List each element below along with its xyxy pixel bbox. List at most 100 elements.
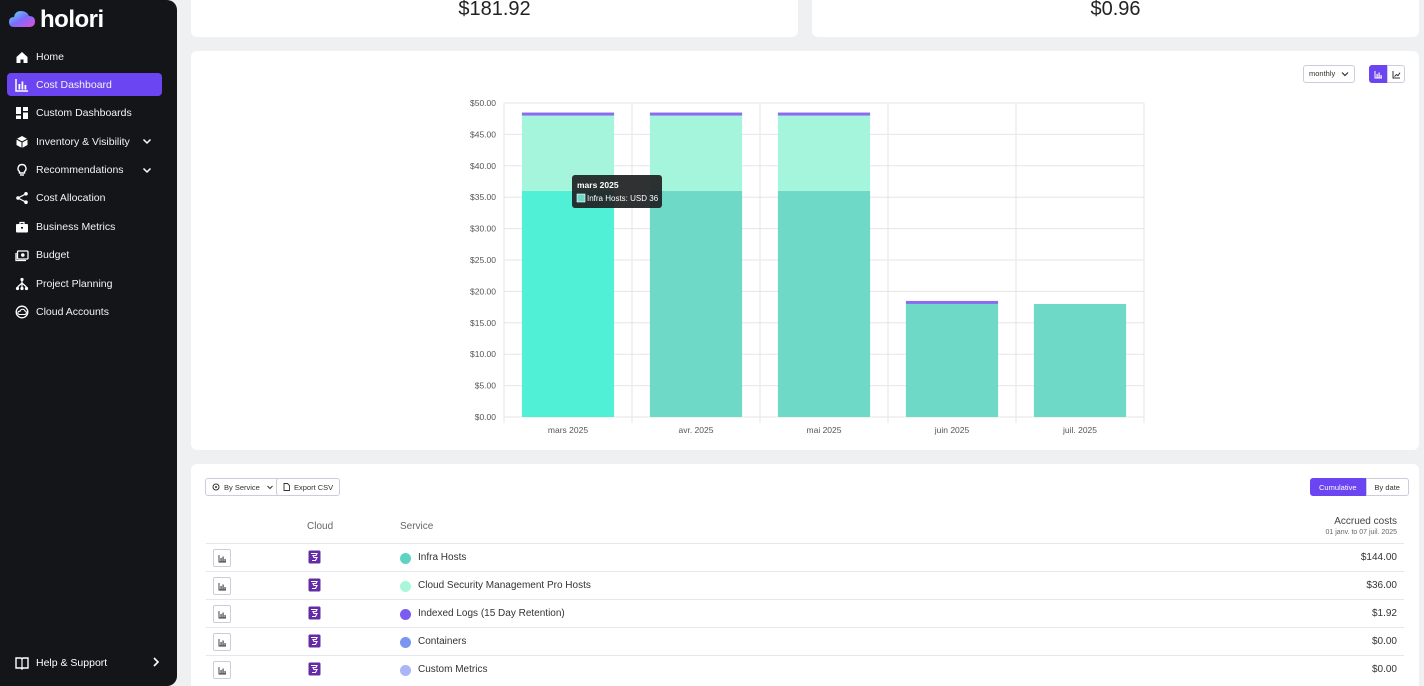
datadog-icon — [308, 662, 321, 676]
table-row[interactable]: Containers $0.00 — [206, 627, 1404, 655]
bar-chart-icon — [218, 554, 226, 562]
y-tick-label: $0.00 — [475, 412, 497, 422]
chart-type-toggle — [1369, 65, 1405, 83]
bar-segment[interactable] — [649, 115, 743, 191]
table-row[interactable]: Indexed Logs (15 Day Retention) $1.92 — [206, 599, 1404, 627]
service-name: Containers — [418, 636, 467, 647]
briefcase-icon — [16, 221, 28, 233]
dashboard-icon — [16, 107, 28, 120]
sidebar-item-label: Budget — [36, 249, 70, 262]
cumulative-button[interactable]: Cumulative — [1310, 478, 1366, 496]
row-chart-button[interactable] — [213, 577, 231, 595]
table-row[interactable]: Infra Hosts $144.00 — [206, 543, 1404, 571]
share-icon — [16, 192, 28, 205]
sidebar-item-label: Recommendations — [36, 164, 124, 177]
sidebar-item-cloud-accounts[interactable]: Cloud Accounts — [7, 301, 162, 324]
cost-bar-chart: $0.00 $5.00 $10.00 $15.00 $20.00 $25.00 $30.00… — [470, 98, 1145, 435]
sidebar-item-label: Project Planning — [36, 277, 113, 290]
kpi-secondary-value: $0.96 — [1090, 0, 1141, 20]
bar-segment[interactable] — [649, 112, 743, 116]
bar-chart-icon — [218, 610, 226, 618]
sidebar: holori Home Cost Dashboard Custom Dashboar… — [0, 0, 177, 686]
group-by-select[interactable]: By Service — [205, 478, 281, 496]
bar-segment[interactable] — [777, 115, 871, 191]
sidebar-item-inventory-visibility[interactable]: Inventory & Visibility — [7, 130, 162, 153]
row-chart-button[interactable] — [213, 549, 231, 567]
sidebar-item-custom-dashboards[interactable]: Custom Dashboards — [7, 102, 162, 125]
bar-segment[interactable] — [905, 303, 999, 417]
help-support-link[interactable]: Help & Support — [15, 656, 163, 670]
service-name: Indexed Logs (15 Day Retention) — [418, 608, 565, 619]
sidebar-item-cost-allocation[interactable]: Cost Allocation — [7, 187, 162, 210]
sidebar-item-project-planning[interactable]: Project Planning — [7, 272, 162, 295]
service-color-dot — [400, 609, 411, 620]
y-tick-label: $30.00 — [470, 224, 496, 234]
kpi-card-secondary: $0.96 — [812, 0, 1419, 37]
y-tick-label: $25.00 — [470, 255, 496, 265]
brand-name: holori — [40, 6, 104, 33]
bar-chart-toggle[interactable] — [1369, 65, 1387, 83]
chevron-down-icon — [1341, 72, 1349, 77]
table-row[interactable]: Custom Metrics $0.00 — [206, 655, 1404, 683]
chart-tooltip: mars 2025 Infra Hosts: USD 36 — [572, 175, 662, 208]
service-name: Infra Hosts — [418, 552, 467, 563]
bar-segment[interactable] — [777, 190, 871, 417]
brand-logo[interactable]: holori — [8, 6, 104, 34]
sidebar-item-budget[interactable]: Budget — [7, 244, 162, 267]
row-chart-button[interactable] — [213, 605, 231, 623]
accrued-amount: $144.00 — [1360, 552, 1397, 563]
chart-card: monthly $0.00 $5.00 $10.00 $15.00 $20.00 $25.… — [191, 51, 1419, 450]
sidebar-item-business-metrics[interactable]: Business Metrics — [7, 215, 162, 238]
granularity-value: monthly — [1309, 69, 1336, 78]
sidebar-item-label: Custom Dashboards — [36, 107, 132, 120]
book-icon — [15, 657, 29, 670]
service-color-dot — [400, 581, 411, 592]
chevron-down-icon — [142, 139, 152, 145]
export-csv-label: Export CSV — [294, 482, 334, 492]
y-tick-label: $15.00 — [470, 318, 496, 328]
y-tick-label: $5.00 — [475, 381, 497, 391]
bar-segment[interactable] — [521, 112, 615, 116]
accrued-amount: $0.00 — [1371, 636, 1397, 647]
bar-segment[interactable] — [777, 112, 871, 116]
column-header-period: 01 janv. to 07 juil. 2025 — [1325, 529, 1397, 536]
kpi-total-value: $181.92 — [458, 0, 531, 20]
y-tick-label: $45.00 — [470, 129, 496, 139]
box-icon — [16, 135, 28, 148]
bar-segment[interactable] — [521, 190, 615, 417]
y-tick-label: $10.00 — [470, 349, 496, 359]
sidebar-item-label: Business Metrics — [36, 220, 116, 233]
sidebar-item-cost-dashboard[interactable]: Cost Dashboard — [7, 73, 162, 97]
row-chart-button[interactable] — [213, 633, 231, 651]
sidebar-item-recommendations[interactable]: Recommendations — [7, 159, 162, 182]
chevron-down-icon — [267, 485, 273, 490]
line-chart-toggle[interactable] — [1387, 65, 1405, 83]
accrued-amount: $0.00 — [1371, 664, 1397, 675]
sidebar-item-label: Cloud Accounts — [36, 306, 109, 319]
granularity-select[interactable]: monthly — [1303, 65, 1355, 83]
y-tick-label: $35.00 — [470, 192, 496, 202]
home-icon — [16, 51, 28, 63]
x-tick-label: juil. 2025 — [1062, 425, 1097, 435]
sidebar-item-label: Inventory & Visibility — [36, 135, 130, 148]
by-date-button[interactable]: By date — [1365, 478, 1409, 496]
y-tick-label: $40.00 — [470, 161, 496, 171]
sidebar-item-home[interactable]: Home — [7, 45, 162, 68]
help-support-label: Help & Support — [36, 657, 108, 669]
view-mode-toggle: Cumulative By date — [1310, 478, 1409, 496]
bar-segment[interactable] — [1033, 303, 1127, 417]
service-color-dot — [400, 637, 411, 648]
table-row[interactable]: Cloud Security Management Pro Hosts $36.0… — [206, 571, 1404, 599]
export-csv-button[interactable]: Export CSV — [276, 478, 341, 496]
sidebar-nav: Home Cost Dashboard Custom Dashboards Inven… — [7, 45, 162, 329]
service-color-dot — [400, 665, 411, 676]
column-header-service: Service — [400, 521, 434, 532]
row-chart-button[interactable] — [213, 661, 231, 679]
cash-icon — [15, 250, 29, 262]
service-name: Custom Metrics — [418, 664, 488, 675]
bar-segment[interactable] — [905, 300, 999, 304]
bar-segment[interactable] — [649, 190, 743, 417]
bar-chart-icon — [1374, 70, 1382, 78]
x-tick-label: juin 2025 — [934, 425, 970, 435]
document-icon — [283, 483, 290, 491]
